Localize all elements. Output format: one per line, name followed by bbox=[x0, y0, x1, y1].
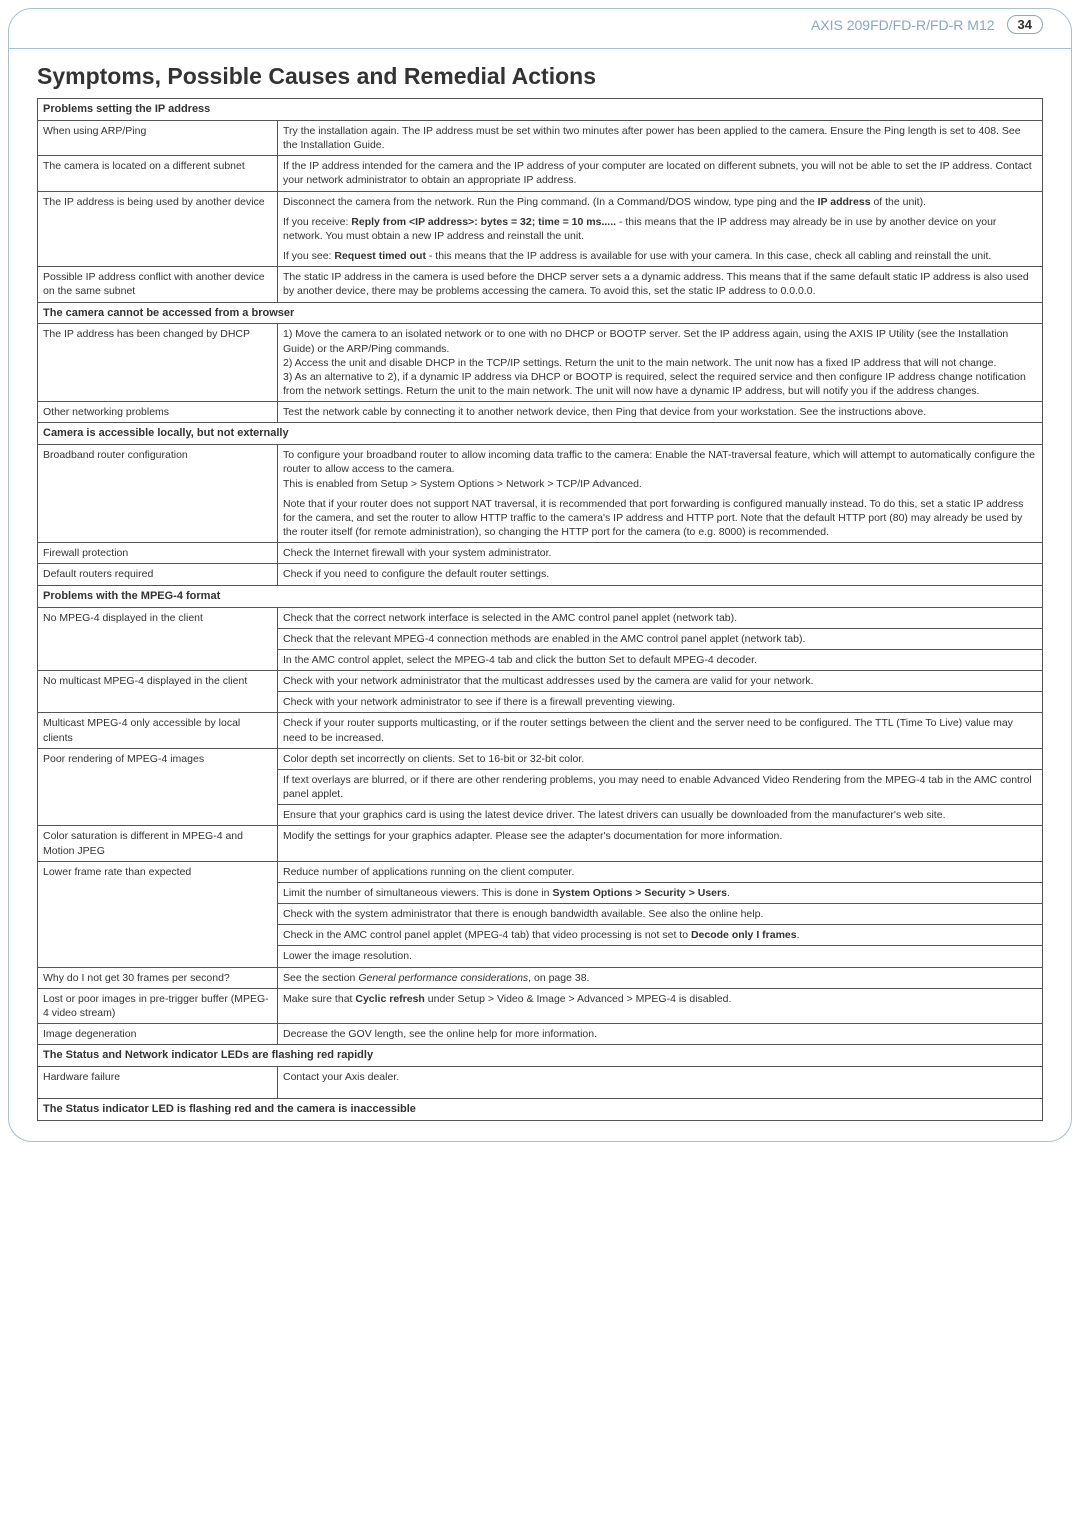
problem-cell: Default routers required bbox=[38, 564, 278, 585]
action-cell: Contact your Axis dealer. bbox=[278, 1067, 1043, 1099]
group-header: Problems with the MPEG-4 format bbox=[38, 585, 1043, 607]
problem-cell: Possible IP address conflict with anothe… bbox=[38, 267, 278, 302]
action-cell: 1) Move the camera to an isolated networ… bbox=[278, 324, 1043, 402]
action-cell: If the IP address intended for the camer… bbox=[278, 156, 1043, 191]
group-header: The camera cannot be accessed from a bro… bbox=[38, 302, 1043, 324]
problem-cell: The camera is located on a different sub… bbox=[38, 156, 278, 191]
problem-cell: Other networking problems bbox=[38, 402, 278, 423]
section-title: Symptoms, Possible Causes and Remedial A… bbox=[37, 63, 1043, 90]
problem-cell: The IP address is being used by another … bbox=[38, 191, 278, 267]
page-content: Symptoms, Possible Causes and Remedial A… bbox=[9, 49, 1071, 1141]
troubleshooting-table: Problems setting the IP addressWhen usin… bbox=[37, 98, 1043, 1121]
action-cell: Check if your router supports multicasti… bbox=[278, 713, 1043, 748]
group-header: Camera is accessible locally, but not ex… bbox=[38, 423, 1043, 445]
problem-cell: Firewall protection bbox=[38, 543, 278, 564]
problem-cell: Why do I not get 30 frames per second? bbox=[38, 967, 278, 988]
page-frame: AXIS 209FD/FD-R/FD-R M12 34 Symptoms, Po… bbox=[8, 8, 1072, 1142]
problem-cell: When using ARP/Ping bbox=[38, 120, 278, 155]
action-cell: Decrease the GOV length, see the online … bbox=[278, 1024, 1043, 1045]
action-cell: Check with your network administrator th… bbox=[278, 671, 1043, 692]
problem-cell: Lost or poor images in pre-trigger buffe… bbox=[38, 988, 278, 1023]
action-cell: Limit the number of simultaneous viewers… bbox=[278, 882, 1043, 903]
problem-cell: Broadband router configuration bbox=[38, 445, 278, 543]
action-cell: Try the installation again. The IP addre… bbox=[278, 120, 1043, 155]
problem-cell: Color saturation is different in MPEG-4 … bbox=[38, 826, 278, 861]
product-name: AXIS 209FD/FD-R/FD-R M12 bbox=[811, 17, 995, 33]
action-cell: Check that the relevant MPEG-4 connectio… bbox=[278, 628, 1043, 649]
action-cell: Check that the correct network interface… bbox=[278, 607, 1043, 628]
action-cell: To configure your broadband router to al… bbox=[278, 445, 1043, 543]
action-cell: In the AMC control applet, select the MP… bbox=[278, 649, 1043, 670]
action-cell: See the section General performance cons… bbox=[278, 967, 1043, 988]
problem-cell: Lower frame rate than expected bbox=[38, 861, 278, 967]
action-cell: Check with your network administrator to… bbox=[278, 692, 1043, 713]
group-header: Problems setting the IP address bbox=[38, 99, 1043, 121]
action-cell: Disconnect the camera from the network. … bbox=[278, 191, 1043, 267]
action-cell: Modify the settings for your graphics ad… bbox=[278, 826, 1043, 861]
page-number: 34 bbox=[1007, 15, 1043, 34]
action-cell: Reduce number of applications running on… bbox=[278, 861, 1043, 882]
action-cell: Make sure that Cyclic refresh under Setu… bbox=[278, 988, 1043, 1023]
action-cell: Color depth set incorrectly on clients. … bbox=[278, 748, 1043, 769]
page-header: AXIS 209FD/FD-R/FD-R M12 34 bbox=[9, 9, 1071, 49]
action-cell: Ensure that your graphics card is using … bbox=[278, 805, 1043, 826]
action-cell: Check in the AMC control panel applet (M… bbox=[278, 925, 1043, 946]
action-cell: Check if you need to configure the defau… bbox=[278, 564, 1043, 585]
problem-cell: The IP address has been changed by DHCP bbox=[38, 324, 278, 402]
action-cell: The static IP address in the camera is u… bbox=[278, 267, 1043, 302]
problem-cell: No multicast MPEG-4 displayed in the cli… bbox=[38, 671, 278, 713]
action-cell: Check with the system administrator that… bbox=[278, 904, 1043, 925]
problem-cell: No MPEG-4 displayed in the client bbox=[38, 607, 278, 671]
group-header: The Status and Network indicator LEDs ar… bbox=[38, 1045, 1043, 1067]
problem-cell: Image degeneration bbox=[38, 1024, 278, 1045]
action-cell: Check the Internet firewall with your sy… bbox=[278, 543, 1043, 564]
problem-cell: Multicast MPEG-4 only accessible by loca… bbox=[38, 713, 278, 748]
action-cell: Lower the image resolution. bbox=[278, 946, 1043, 967]
problem-cell: Hardware failure bbox=[38, 1067, 278, 1099]
action-cell: Test the network cable by connecting it … bbox=[278, 402, 1043, 423]
action-cell: If text overlays are blurred, or if ther… bbox=[278, 769, 1043, 804]
group-header: The Status indicator LED is flashing red… bbox=[38, 1099, 1043, 1121]
problem-cell: Poor rendering of MPEG-4 images bbox=[38, 748, 278, 826]
